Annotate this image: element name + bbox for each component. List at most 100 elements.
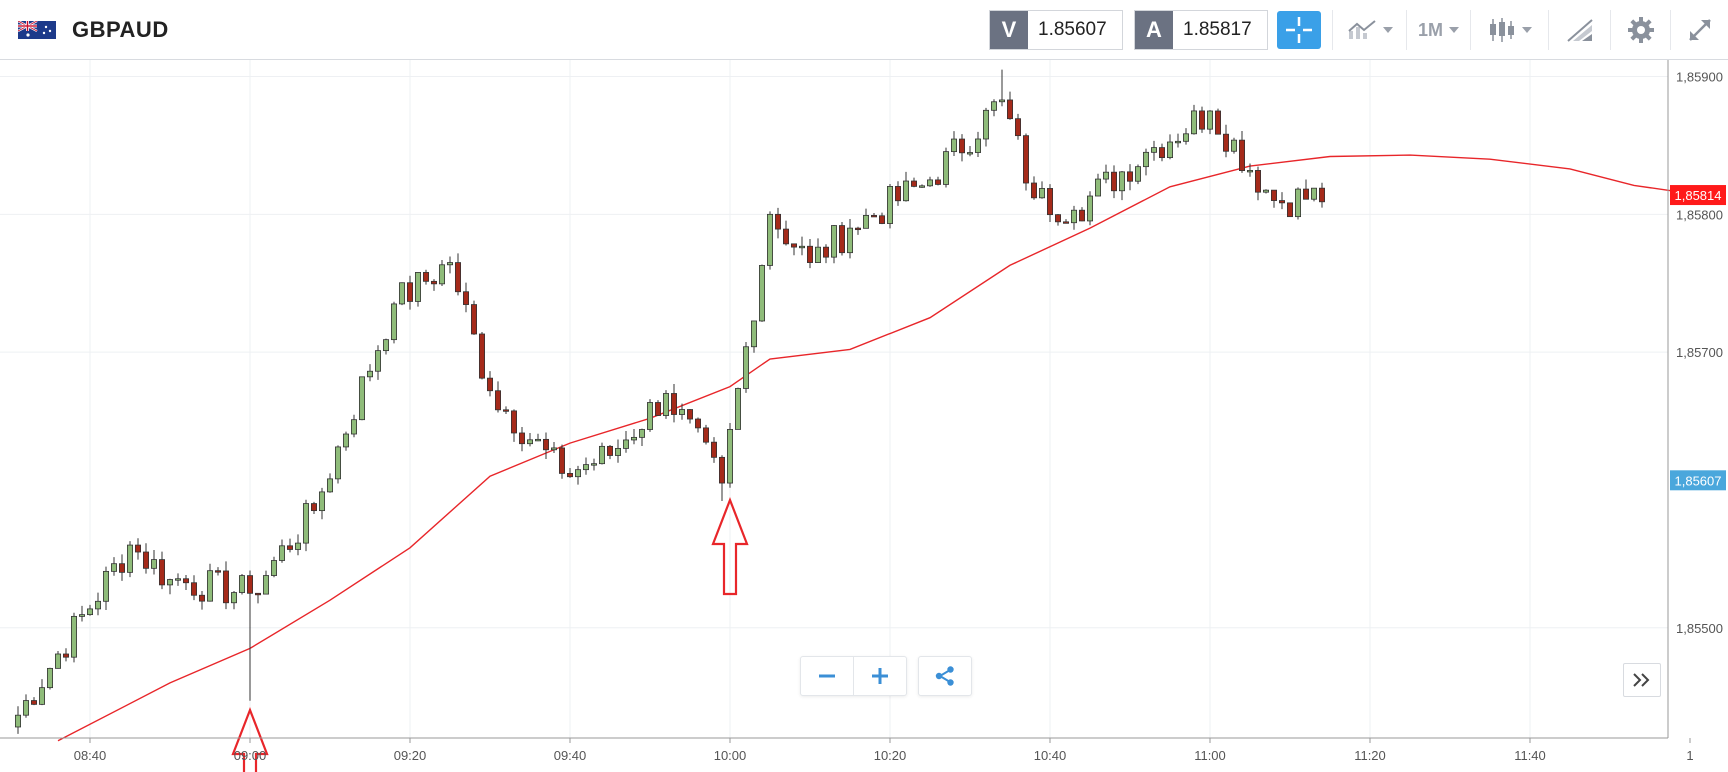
- scroll-right-button[interactable]: [1623, 663, 1661, 697]
- candle-body: [807, 245, 814, 263]
- candle-body: [983, 109, 990, 140]
- candle-body: [703, 427, 710, 443]
- candle-body: [935, 179, 942, 185]
- candle-body: [1039, 188, 1046, 199]
- price-chart[interactable]: 1,85500 1,85700 1,85800 1,85900 08:40 09:00 09…: [0, 60, 1728, 772]
- candle-body: [214, 570, 221, 573]
- last-price-tag-bg: [1670, 185, 1726, 206]
- candle-body: [103, 570, 110, 602]
- settings-button[interactable]: [1610, 10, 1670, 50]
- double-chevron-right-icon: [1633, 673, 1650, 687]
- candle-body: [182, 578, 189, 584]
- candle-body: [591, 463, 598, 466]
- candle-body: [687, 409, 694, 420]
- candle-body: [751, 320, 758, 348]
- candle-body: [262, 575, 269, 595]
- candle-body: [414, 272, 421, 302]
- candle-body: [87, 608, 94, 616]
- candle-body: [1063, 221, 1070, 224]
- candle-body: [1119, 171, 1126, 192]
- candle-body: [767, 213, 774, 266]
- timeframe-dropdown[interactable]: 1M: [1406, 10, 1470, 50]
- indicators-dropdown[interactable]: [1332, 10, 1406, 50]
- plus-icon: [872, 668, 888, 684]
- annotations: [231, 496, 749, 772]
- candle-body: [759, 265, 766, 322]
- candle-body: [1207, 110, 1214, 130]
- candle-body: [887, 186, 894, 224]
- candle-body: [366, 370, 373, 378]
- last-price-tag: 1,85814: [1675, 188, 1722, 203]
- candle-body: [406, 282, 413, 302]
- candle-body: [575, 469, 582, 478]
- candle-body: [1143, 151, 1150, 168]
- crosshair-icon: [1286, 17, 1312, 43]
- candle-body: [535, 438, 542, 442]
- x-tick-label: 09:20: [394, 748, 427, 763]
- y-tick-label: 1,85700: [1676, 345, 1723, 360]
- candle-body: [607, 445, 614, 456]
- candle-body: [823, 246, 830, 258]
- candle-body: [743, 346, 750, 389]
- x-tick-label: 11:00: [1194, 748, 1226, 763]
- candle-body: [663, 393, 670, 416]
- y-tick-label: 1,85500: [1676, 621, 1723, 636]
- x-tick-label: 08:40: [74, 748, 107, 763]
- candle-body: [510, 410, 517, 434]
- ask-value: 1.85817: [1183, 19, 1252, 40]
- symbol-name: GBPAUD: [72, 17, 169, 42]
- candle-body: [1055, 214, 1062, 223]
- candle-body: [1255, 170, 1262, 193]
- candle-body: [871, 215, 878, 218]
- candle-body: [79, 614, 86, 617]
- candle-body: [639, 429, 646, 438]
- candle-body: [519, 432, 526, 445]
- x-tick-label: 11:40: [1514, 748, 1546, 763]
- bid-label: V: [990, 11, 1028, 49]
- zoom-in-button[interactable]: [853, 657, 906, 695]
- zoom-out-button[interactable]: [801, 657, 853, 695]
- candle-body: [927, 179, 934, 187]
- candle-body: [1023, 135, 1030, 184]
- candle-body: [991, 101, 998, 111]
- candle-body: [903, 180, 910, 202]
- share-button[interactable]: [918, 656, 972, 696]
- candle-body: [174, 578, 181, 581]
- candle-body: [390, 303, 397, 341]
- chart-type-dropdown[interactable]: [1470, 10, 1548, 50]
- candle-body: [799, 245, 806, 249]
- chevron-down-icon: [1521, 27, 1532, 33]
- x-tick-label: 10:00: [714, 748, 747, 763]
- candle-body: [783, 228, 790, 245]
- candle-body: [190, 582, 197, 596]
- candle-body: [1271, 189, 1278, 201]
- candle-body: [1047, 188, 1054, 216]
- candle-body: [502, 409, 509, 412]
- candle-body: [815, 246, 822, 263]
- candle-body: [671, 393, 678, 415]
- candle-body: [967, 152, 974, 155]
- candle-body: [382, 339, 389, 352]
- axes: 1,85500 1,85700 1,85800 1,85900 08:40 09:00 09…: [0, 60, 1726, 763]
- bid-value: 1.85607: [1038, 19, 1107, 40]
- candle-body: [1183, 133, 1190, 142]
- candle-body: [999, 99, 1006, 103]
- x-tick-label: 09:40: [554, 748, 587, 763]
- fullscreen-button[interactable]: [1670, 10, 1728, 50]
- candle-body: [1199, 110, 1206, 130]
- candle-body: [1007, 99, 1014, 120]
- x-tick-label: 10:40: [1034, 748, 1067, 763]
- drawing-tools-button[interactable]: [1548, 10, 1610, 50]
- ask-price-box[interactable]: A 1.85817: [1134, 10, 1268, 50]
- candle-body: [254, 592, 261, 596]
- candle-body: [158, 559, 165, 586]
- candle-body: [775, 213, 782, 230]
- candle-body: [438, 264, 445, 285]
- candle-body: [647, 402, 654, 430]
- candle-body: [543, 438, 550, 451]
- candle-body: [286, 545, 293, 550]
- y-tick-label: 1,85800: [1676, 207, 1723, 222]
- candle-body: [615, 448, 622, 456]
- bid-price-box[interactable]: V 1.85607: [989, 10, 1123, 50]
- crosshair-button[interactable]: [1277, 11, 1321, 49]
